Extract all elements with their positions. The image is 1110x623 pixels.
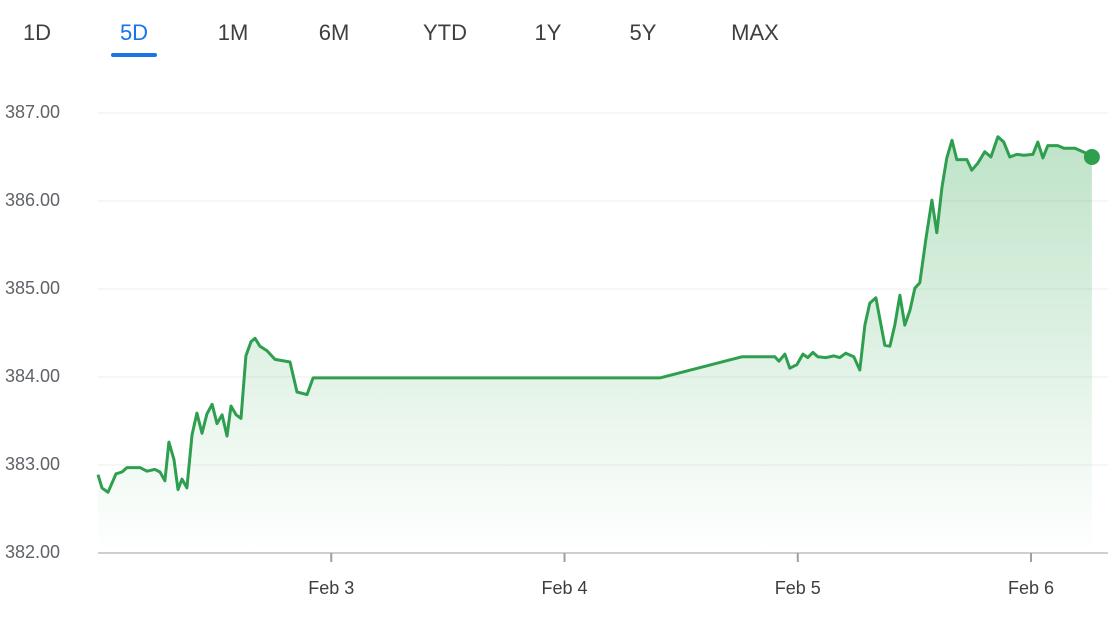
- range-tab[interactable]: 6M: [319, 20, 350, 45]
- x-tick-label: Feb 6: [1008, 578, 1054, 598]
- range-tab[interactable]: YTD: [423, 20, 467, 45]
- y-tick-label: 384.00: [5, 366, 60, 386]
- x-tick-label: Feb 5: [775, 578, 821, 598]
- y-tick-label: 383.00: [5, 454, 60, 474]
- x-tick-label: Feb 3: [308, 578, 354, 598]
- range-tab[interactable]: 5Y: [630, 20, 657, 45]
- range-tab[interactable]: 1D: [23, 20, 51, 45]
- range-tab[interactable]: 5D: [120, 20, 148, 45]
- area-fill: [98, 136, 1092, 554]
- tab-underline: [111, 53, 157, 57]
- y-tick-label: 387.00: [5, 102, 60, 122]
- range-tab[interactable]: 1M: [218, 20, 249, 45]
- price-line: [96, 135, 1093, 494]
- y-tick-label: 385.00: [5, 278, 60, 298]
- x-tick-label: Feb 4: [541, 578, 587, 598]
- range-tab[interactable]: MAX: [731, 20, 779, 45]
- range-tab[interactable]: 1Y: [535, 20, 562, 45]
- y-tick-label: 386.00: [5, 190, 60, 210]
- end-point: [1083, 149, 1100, 165]
- y-tick-label: 382.00: [5, 542, 60, 562]
